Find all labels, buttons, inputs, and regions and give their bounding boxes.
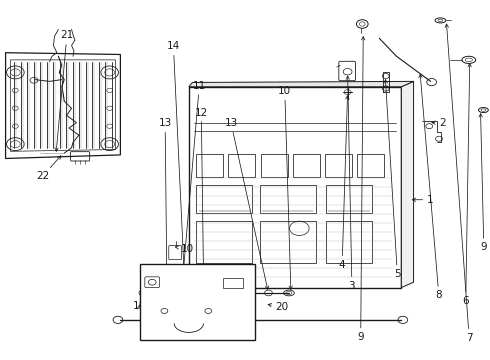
Bar xyxy=(140,264,255,339)
Bar xyxy=(196,185,252,213)
Bar xyxy=(357,154,384,177)
Polygon shape xyxy=(401,81,414,288)
Text: 10: 10 xyxy=(175,244,194,254)
Text: 13: 13 xyxy=(224,118,269,289)
Text: 5: 5 xyxy=(384,80,401,279)
Text: 10: 10 xyxy=(278,86,293,289)
Bar xyxy=(223,278,243,288)
Bar xyxy=(196,154,223,177)
Bar xyxy=(326,185,372,213)
Text: 7: 7 xyxy=(445,24,472,343)
Text: 22: 22 xyxy=(36,156,61,181)
Bar xyxy=(261,154,288,177)
Text: 19: 19 xyxy=(219,287,241,307)
Bar xyxy=(325,154,352,177)
Text: 21: 21 xyxy=(55,31,74,151)
Bar xyxy=(293,154,320,177)
Bar xyxy=(260,185,316,213)
Text: 11: 11 xyxy=(180,81,206,289)
Text: 17: 17 xyxy=(155,284,168,328)
Text: 16: 16 xyxy=(162,276,175,294)
Polygon shape xyxy=(189,81,414,87)
Bar xyxy=(228,154,255,177)
Text: 2: 2 xyxy=(432,118,445,128)
Text: 1: 1 xyxy=(412,195,433,205)
Text: 15: 15 xyxy=(133,301,146,311)
Bar xyxy=(326,221,372,264)
Bar xyxy=(260,221,316,264)
Text: 18: 18 xyxy=(222,285,247,334)
Circle shape xyxy=(161,309,168,314)
Text: 9: 9 xyxy=(357,37,365,342)
Text: 4: 4 xyxy=(339,96,349,270)
Text: 14: 14 xyxy=(167,41,188,316)
Text: 8: 8 xyxy=(419,74,442,301)
Text: 20: 20 xyxy=(268,302,289,312)
Text: 13: 13 xyxy=(159,118,172,275)
Circle shape xyxy=(205,309,212,314)
Text: 9: 9 xyxy=(479,114,487,252)
Text: 3: 3 xyxy=(346,76,355,291)
Bar xyxy=(196,221,252,264)
Text: 12: 12 xyxy=(195,108,208,268)
Text: 6: 6 xyxy=(463,63,471,306)
